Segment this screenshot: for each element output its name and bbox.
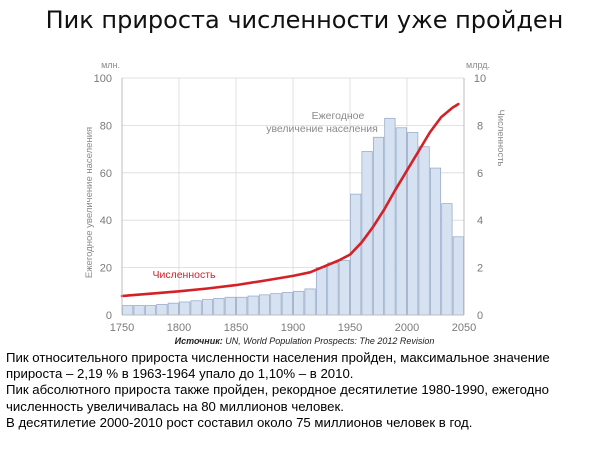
bar bbox=[213, 298, 225, 316]
source-note: Источник: UN, World Population Prospects… bbox=[0, 336, 609, 346]
bar bbox=[190, 300, 202, 316]
bar bbox=[156, 303, 168, 316]
bar bbox=[281, 292, 293, 316]
left-tick-label: 100 bbox=[94, 73, 112, 85]
bar bbox=[315, 267, 328, 316]
right-tick-label: 2 bbox=[477, 263, 483, 275]
left-tick-label: 40 bbox=[100, 215, 112, 227]
bar bbox=[338, 260, 350, 316]
x-tick-label: 1750 bbox=[110, 322, 134, 334]
bar bbox=[270, 293, 282, 316]
left-axis-unit: млн. bbox=[101, 60, 120, 70]
x-tick-label: 1800 bbox=[167, 322, 191, 334]
x-tick-label: 1950 bbox=[338, 322, 362, 334]
right-tick-label: 4 bbox=[477, 215, 483, 227]
bar bbox=[441, 203, 453, 316]
bar bbox=[384, 117, 396, 316]
x-tick-label: 1850 bbox=[224, 322, 248, 334]
bar bbox=[224, 296, 236, 316]
right-tick-label: 10 bbox=[474, 73, 486, 85]
bar bbox=[452, 236, 464, 316]
x-tick-label: 1900 bbox=[281, 322, 305, 334]
right-tick-label: 0 bbox=[477, 310, 483, 322]
bar bbox=[418, 146, 430, 316]
bar bbox=[247, 295, 259, 316]
bar bbox=[350, 193, 362, 316]
paragraph-relative-growth: Пик относительного прироста численности … bbox=[6, 350, 550, 382]
paragraph-absolute-growth: Пик абсолютного прироста также пройден, … bbox=[6, 382, 549, 414]
bar bbox=[258, 294, 271, 316]
bars-annotation-line2: увеличение населения bbox=[266, 123, 378, 135]
right-tick-label: 8 bbox=[477, 120, 483, 132]
line-annotation: Численность bbox=[152, 269, 216, 281]
right-axis-unit: млрд. bbox=[466, 60, 490, 70]
slide-title: Пик прироста численности уже пройден bbox=[45, 6, 564, 34]
bar bbox=[395, 127, 407, 316]
x-tick-label: 2050 bbox=[452, 322, 476, 334]
left-tick-label: 80 bbox=[100, 120, 112, 132]
bar bbox=[304, 288, 316, 316]
right-axis-title: Численность bbox=[495, 109, 506, 166]
paragraph-recent-decade: В десятилетие 2000-2010 рост составил ок… bbox=[6, 414, 473, 430]
bar bbox=[167, 302, 179, 316]
bar bbox=[144, 305, 157, 316]
bar bbox=[236, 296, 248, 316]
population-chart: 0 20 40 60 80 100 0 2 4 6 8 10 1750 1800 1850 1900 1950 2… bbox=[80, 56, 511, 348]
bar bbox=[133, 305, 145, 316]
x-tick-label: 2000 bbox=[395, 322, 419, 334]
bar bbox=[179, 301, 191, 316]
bar bbox=[429, 167, 442, 316]
bars-annotation-line1: Ежегодное bbox=[312, 110, 365, 122]
body-text: Пик относительного прироста численности … bbox=[6, 350, 606, 431]
left-axis-title: Ежегодное увеличение населения bbox=[84, 127, 95, 278]
left-tick-label: 0 bbox=[106, 310, 112, 322]
population-line bbox=[120, 102, 460, 298]
left-tick-label: 20 bbox=[100, 263, 112, 275]
bar bbox=[293, 290, 305, 316]
bar bbox=[201, 299, 214, 316]
right-tick-label: 6 bbox=[477, 168, 483, 180]
chart-area: 0 20 40 60 80 100 0 2 4 6 8 10 1750 1800 1850 1900 1950 2… bbox=[80, 56, 511, 348]
source-text: UN, World Population Prospects: The 2012… bbox=[222, 336, 435, 346]
bar bbox=[122, 305, 134, 316]
bar bbox=[327, 262, 339, 316]
source-label: Источник: bbox=[174, 336, 223, 346]
left-tick-label: 60 bbox=[100, 168, 112, 180]
